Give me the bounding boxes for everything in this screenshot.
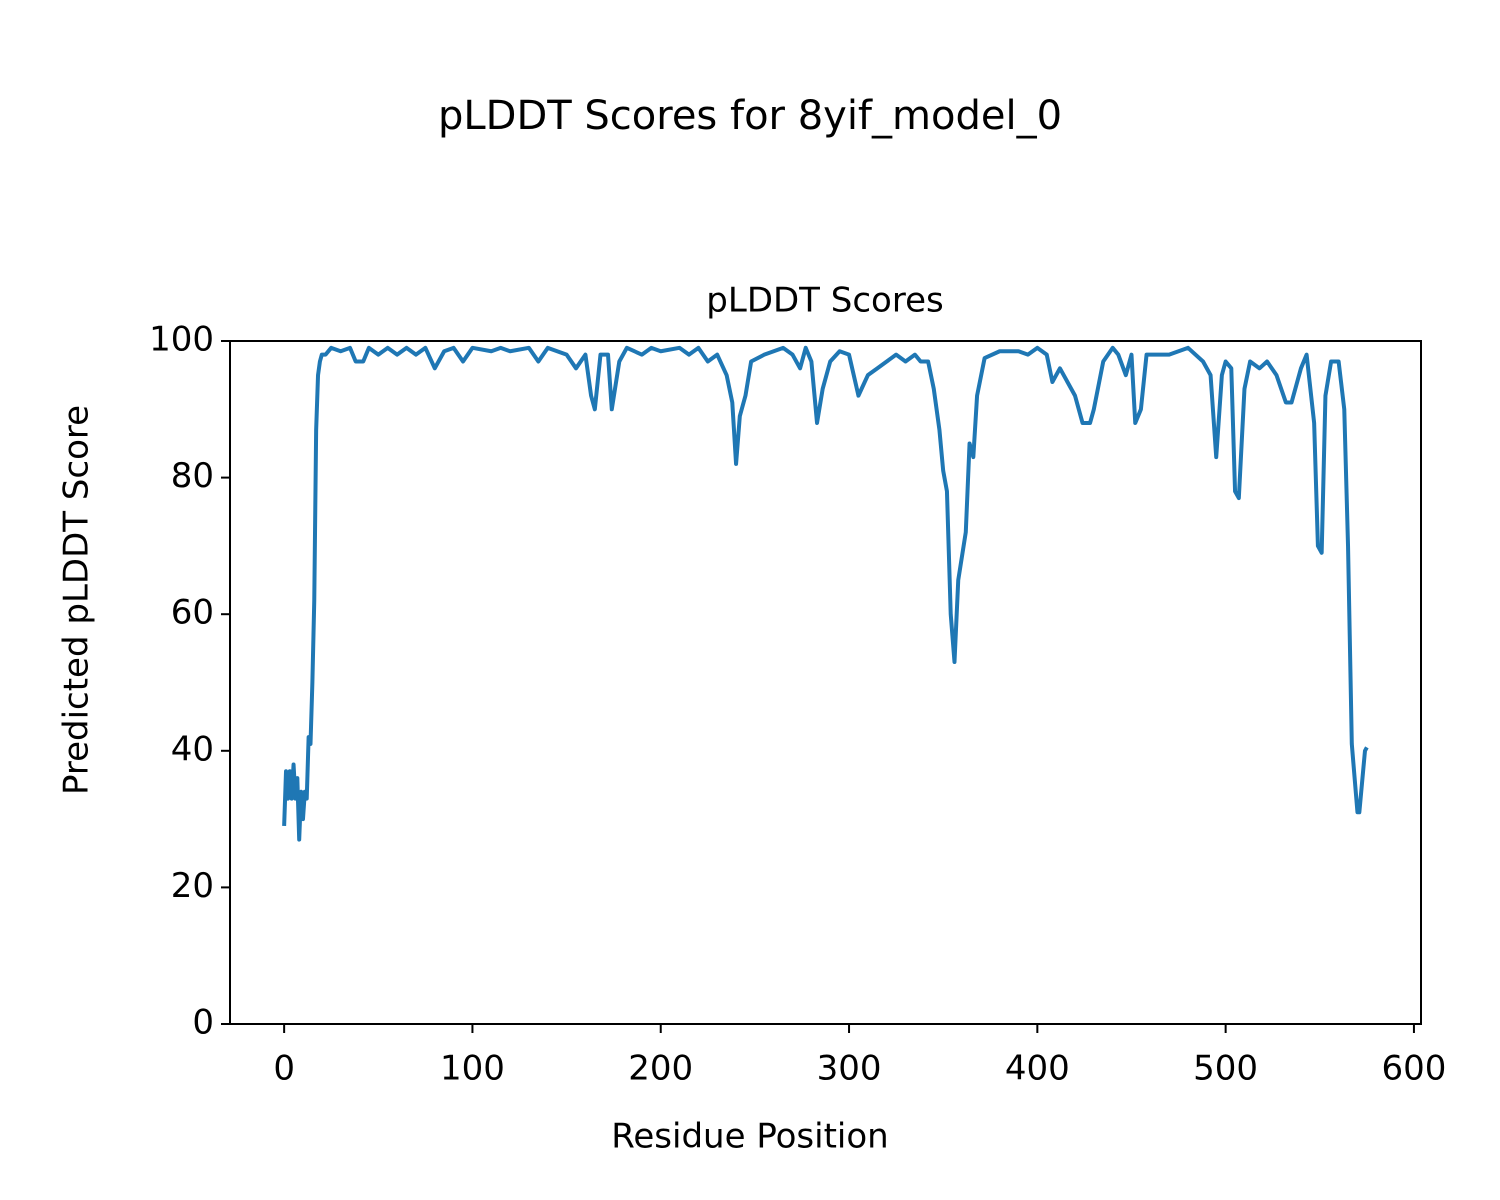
chart-title: pLDDT Scores for 8yif_model_0 bbox=[438, 93, 1062, 139]
x-tick-label: 400 bbox=[1005, 1049, 1070, 1089]
data-line bbox=[282, 345, 1369, 842]
x-tick-label: 0 bbox=[273, 1049, 295, 1089]
y-tick-label: 60 bbox=[171, 593, 214, 633]
y-tick-label: 100 bbox=[149, 320, 214, 360]
y-tick-label: 0 bbox=[192, 1003, 214, 1043]
x-axis-label: Residue Position bbox=[611, 1117, 888, 1157]
x-tick-label: 600 bbox=[1381, 1049, 1446, 1089]
axes-title: pLDDT Scores bbox=[706, 281, 943, 321]
y-axis-label: Predicted pLDDT Score bbox=[57, 405, 97, 795]
x-tick-label: 500 bbox=[1193, 1049, 1258, 1089]
y-tick-label: 20 bbox=[171, 866, 214, 906]
axes-frame bbox=[229, 340, 1422, 1025]
x-tick-label: 100 bbox=[440, 1049, 505, 1089]
y-tick-label: 80 bbox=[171, 456, 214, 496]
x-tick-label: 300 bbox=[817, 1049, 882, 1089]
x-tick-label: 200 bbox=[628, 1049, 693, 1089]
y-tick-label: 40 bbox=[171, 729, 214, 769]
